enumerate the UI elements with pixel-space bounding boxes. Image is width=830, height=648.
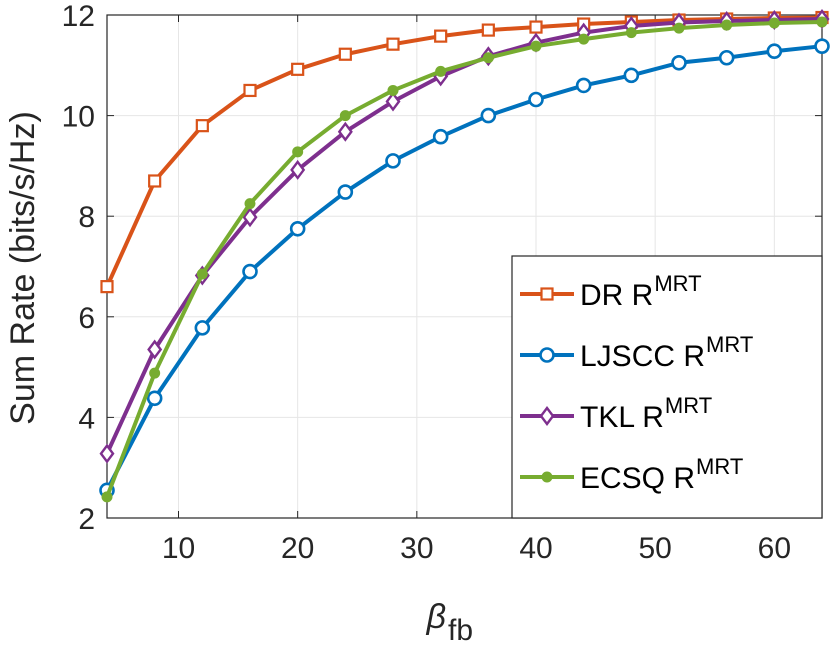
data-point: [435, 65, 447, 77]
data-point: [289, 220, 306, 237]
x-tick-label: 60: [758, 532, 791, 565]
data-point: [671, 54, 687, 71]
x-tick-label: 50: [638, 532, 671, 565]
data-point: [243, 83, 257, 98]
data-point: [338, 47, 352, 61]
data-point: [623, 67, 640, 84]
legend-marker: [540, 287, 554, 301]
data-point: [100, 280, 114, 294]
data-point: [385, 91, 401, 112]
data-point: [528, 91, 544, 108]
legend-label-superscript: MRT: [654, 271, 701, 296]
data-point: [291, 62, 305, 76]
data-point: [766, 43, 783, 60]
legend-label: ECSQ R: [580, 462, 695, 495]
legend-label-superscript: MRT: [665, 393, 712, 418]
series-line: [105, 20, 823, 498]
legend-entry: ECSQ R MRT: [520, 454, 743, 495]
x-tick-label: 20: [281, 532, 314, 565]
data-point: [481, 23, 495, 37]
y-tick-label: 12: [62, 0, 95, 33]
data-point: [292, 146, 304, 158]
data-point: [673, 22, 685, 34]
data-point: [625, 27, 637, 39]
data-point: [385, 153, 401, 169]
data-point: [101, 491, 113, 503]
data-point: [434, 29, 448, 43]
y-tick-label: 4: [78, 402, 95, 435]
x-axis-label-subscript: fb: [448, 614, 473, 647]
y-tick-label: 2: [78, 503, 95, 536]
series-ljscc: [99, 38, 830, 499]
legend-entry: LJSCC R MRT: [520, 332, 753, 373]
data-point: [480, 107, 497, 124]
legend-box: [511, 255, 823, 519]
legend-marker: [539, 347, 555, 363]
y-tick-label: 8: [78, 201, 95, 234]
data-point: [242, 207, 258, 228]
x-tick-label: 40: [519, 532, 552, 565]
data-point: [575, 77, 592, 94]
data-point: [148, 174, 162, 188]
legend-label-superscript: MRT: [706, 332, 753, 357]
data-point: [578, 33, 590, 45]
series-line: [105, 15, 823, 288]
data-point: [290, 159, 306, 180]
data-point: [339, 110, 351, 122]
legend-entry: TKL R MRT: [520, 393, 712, 434]
data-point: [99, 443, 115, 464]
axes: 10 20 30 40 50 60 2 4 6 8 10 12: [62, 0, 823, 565]
data-point: [194, 320, 211, 336]
x-axis-label-symbol: β: [426, 598, 446, 636]
x-tick-label: 10: [162, 532, 195, 565]
data-point: [816, 16, 828, 28]
data-point: [530, 40, 542, 52]
data-point: [814, 38, 830, 54]
series-line: [105, 44, 823, 492]
legend-marker: [539, 406, 555, 426]
y-tick-label: 10: [62, 101, 95, 134]
data-point: [244, 198, 256, 210]
data-point: [387, 84, 399, 96]
data-point: [721, 19, 733, 31]
data-point: [432, 128, 449, 145]
data-point: [386, 37, 400, 51]
series-layer: [99, 9, 830, 503]
data-point: [482, 52, 494, 64]
data-point: [196, 268, 208, 280]
data-point: [337, 121, 353, 142]
data-point: [718, 49, 735, 66]
x-axis-label: β fb: [426, 598, 473, 647]
legend-label: LJSCC R: [580, 340, 705, 373]
y-axis-label: Sum Rate (bits/s/Hz): [4, 111, 42, 425]
data-point: [147, 339, 163, 360]
x-tick-label: 30: [400, 532, 433, 565]
data-point: [768, 17, 780, 29]
legend-label: TKL R: [580, 401, 664, 434]
data-point: [195, 119, 209, 133]
legend-entry: DR R MRT: [520, 271, 702, 312]
data-point: [242, 263, 258, 280]
data-point: [149, 367, 161, 379]
data-point: [337, 184, 354, 200]
y-tick-label: 6: [78, 302, 95, 335]
legend-marker: [541, 471, 553, 483]
legend-label: DR R: [580, 279, 653, 312]
series-ecsq: [101, 16, 828, 503]
data-point: [529, 20, 543, 34]
data-point: [146, 390, 163, 407]
legend-label-superscript: MRT: [696, 454, 743, 479]
